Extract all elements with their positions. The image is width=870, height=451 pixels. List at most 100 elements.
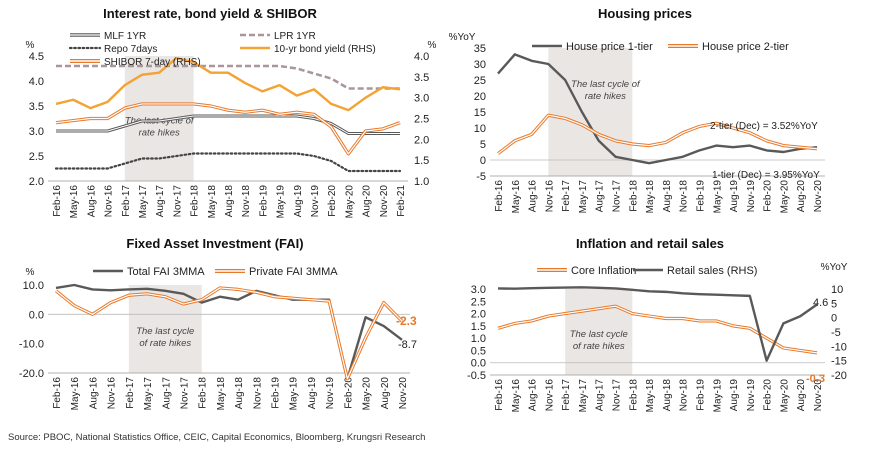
inflation-annotation-line2: of rate hikes — [573, 341, 625, 352]
inflation-xtick: Aug-17 — [595, 379, 606, 412]
inflation-xtick: Feb-18 — [628, 379, 639, 411]
inflation-xtick: Nov-17 — [612, 379, 623, 412]
housing-xtick: May-20 — [779, 180, 790, 214]
inflation-ytick-right: -20 — [831, 370, 847, 382]
housing-xtick: Feb-17 — [561, 180, 572, 212]
housing-ytick-left: 15 — [474, 107, 486, 119]
rates-ylabel-right: % — [428, 40, 437, 51]
inflation-ytick-left: 3.0 — [471, 284, 486, 296]
series-rates-2-line — [54, 152, 402, 173]
housing-xtick: Nov-18 — [679, 180, 690, 213]
inflation-legend-label-0: Core Inflation — [571, 265, 636, 277]
inflation-ytick-right: -5 — [831, 327, 841, 339]
inflation-xtick: Nov-19 — [746, 379, 757, 412]
inflation-xtick: Feb-17 — [561, 379, 572, 411]
inflation-ytick-left: 0.0 — [471, 358, 486, 370]
inflation-ytick-right: 10 — [831, 284, 843, 296]
rates-xtick: May-16 — [69, 185, 80, 219]
rates-xtick: May-20 — [344, 185, 355, 219]
rates-xtick: Aug-20 — [362, 185, 373, 218]
rates-xtick: Feb-16 — [52, 185, 63, 217]
rates-ytick-left: 4.0 — [29, 76, 44, 88]
housing-ytick-left: 30 — [474, 59, 486, 71]
inflation-ytick-left: 2.5 — [471, 296, 486, 308]
inflation-legend-label-1: Retail sales (RHS) — [667, 265, 757, 277]
fai-ytick-left: 0.0 — [29, 309, 44, 321]
inflation-xtick: May-16 — [511, 379, 522, 413]
rates-xtick: Aug-18 — [224, 185, 235, 218]
series-inflation-1-line — [497, 286, 818, 362]
fai-xtick: Aug-19 — [307, 377, 318, 410]
rates-xtick: Aug-17 — [155, 185, 166, 218]
fai-annotation-line2: of rate hikes — [139, 338, 191, 349]
rates-ylabel-left: % — [26, 40, 35, 51]
fai-legend-label-0: Total FAI 3MMA — [127, 266, 205, 278]
series-inflation-0-line — [497, 305, 818, 354]
fai-xtick: Nov-19 — [325, 377, 336, 410]
series-rates-1-line — [56, 64, 400, 90]
fai-ytick-left: -20.0 — [19, 368, 44, 380]
rates-xtick: Aug-16 — [86, 185, 97, 218]
fai-title: Fixed Asset Investment (FAI) — [126, 236, 303, 251]
rates-ytick-right: 2.0 — [414, 134, 429, 146]
inflation-ytick-left: -0.5 — [467, 370, 486, 382]
rates-xtick: May-17 — [138, 185, 149, 219]
series-fai-1-outline — [54, 286, 404, 381]
inflation-xtick: Aug-16 — [528, 379, 539, 412]
housing-label-1tier: 1-tier (Dec) = 3.95%YoY — [712, 170, 820, 181]
inflation-ytick-left: 1.0 — [471, 333, 486, 345]
housing-ytick-left: 25 — [474, 75, 486, 87]
housing-xtick: Aug-17 — [595, 180, 606, 213]
rates-ytick-right: 3.0 — [414, 93, 429, 105]
housing-xtick: Nov-20 — [813, 180, 824, 213]
housing-annotation-line2: rate hikes — [585, 91, 626, 102]
rates-legend-label-0: MLF 1YR — [104, 31, 146, 42]
fai-xtick: Feb-18 — [198, 377, 209, 409]
fai-shade-region — [128, 285, 202, 373]
rates-xtick: Nov-16 — [104, 185, 115, 218]
rates-ytick-right: 1.5 — [414, 155, 429, 167]
series-rates-4-line — [55, 103, 401, 155]
fai-xtick: May-17 — [143, 377, 154, 411]
inflation-xtick: Aug-19 — [729, 379, 740, 412]
fai-end-label-private: -2.3 — [396, 314, 417, 328]
fai-xtick: Nov-16 — [107, 377, 118, 410]
rates-xtick: Nov-19 — [310, 185, 321, 218]
rates-xtick: Aug-19 — [293, 185, 304, 218]
fai-xtick: Feb-20 — [343, 377, 354, 409]
fai-ytick-left: 10.0 — [23, 280, 44, 292]
housing-xtick: Feb-20 — [763, 180, 774, 212]
housing-ytick-left: 0 — [480, 155, 486, 167]
inflation-xtick: May-19 — [712, 379, 723, 413]
series-inflation-0-outline — [497, 304, 818, 355]
fai-xtick: May-18 — [216, 377, 227, 411]
housing-title: Housing prices — [598, 6, 692, 21]
housing-xtick: Nov-16 — [544, 180, 555, 213]
inflation-xtick: Feb-20 — [763, 379, 774, 411]
rates-ytick-right: 3.5 — [414, 72, 429, 84]
rates-ytick-right: 1.0 — [414, 176, 429, 188]
fai-ytick-left: -10.0 — [19, 339, 44, 351]
inflation-ytick-left: 1.5 — [471, 321, 486, 333]
housing-legend-label-1: House price 2-tier — [702, 41, 789, 53]
fai-xtick: Aug-18 — [234, 377, 245, 410]
rates-xtick: Nov-18 — [241, 185, 252, 218]
housing-xtick: May-16 — [511, 180, 522, 214]
fai-xtick: Feb-16 — [52, 377, 63, 409]
inflation-xtick: Feb-19 — [695, 379, 706, 411]
rates-ytick-left: 4.5 — [29, 51, 44, 63]
inflation-xtick: May-18 — [645, 379, 656, 413]
fai-xtick: May-20 — [362, 377, 373, 411]
fai-xtick: Nov-17 — [179, 377, 190, 410]
housing-legend-label-0: House price 1-tier — [566, 41, 653, 53]
inflation-shade-region — [565, 289, 633, 375]
housing-shade-region — [548, 48, 633, 176]
inflation-xtick: Nov-16 — [544, 379, 555, 412]
housing-xtick: Aug-19 — [729, 180, 740, 213]
housing-ytick-left: 20 — [474, 91, 486, 103]
rates-xtick: May-18 — [207, 185, 218, 219]
inflation-title: Inflation and retail sales — [576, 236, 724, 251]
fai-ylabel-left: % — [26, 267, 35, 278]
inflation-end-label-retail: 4.6 — [813, 297, 828, 309]
